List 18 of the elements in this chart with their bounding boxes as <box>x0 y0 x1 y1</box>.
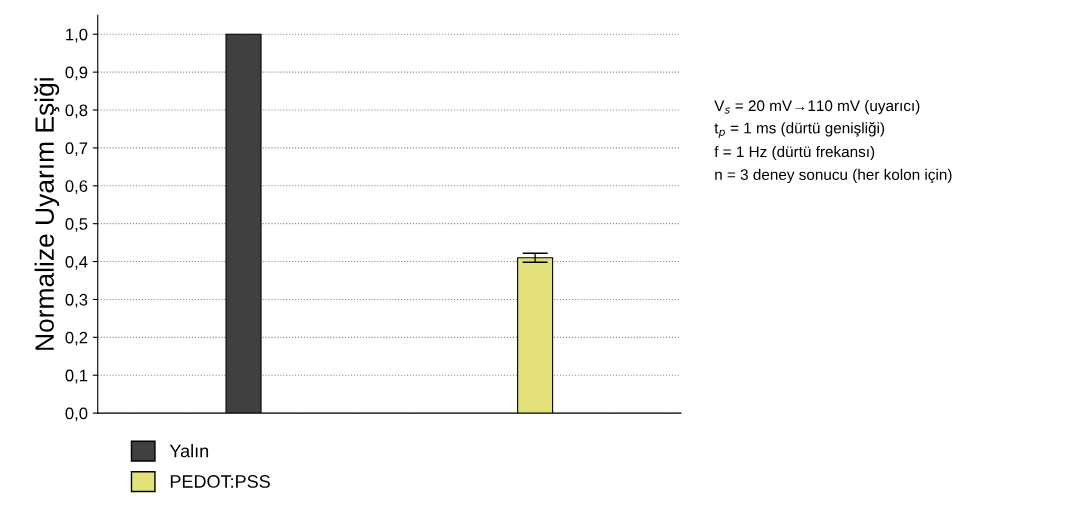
y-axis-title: Normalize Uyarım Eşiği <box>34 78 60 350</box>
legend-label: Yalın <box>169 444 209 458</box>
text: f = 1 Hz (dürtü frekansı) <box>714 145 875 161</box>
y-tick-label: 0,8 <box>65 104 88 119</box>
y-tick-label: 0,6 <box>65 180 88 194</box>
text: V$_{s}$ = 20 mV→110 mV (uyarıcı) <box>714 99 920 115</box>
y-tick-label: 0,0 <box>65 407 88 422</box>
legend-label: PEDOT:PSS <box>170 475 270 488</box>
text: n = 3 deney sonucu (her kolon için) <box>715 168 952 184</box>
text: t$_{p}$ = 1 ms (dürtü genişliği) <box>714 122 885 139</box>
y-tick-label: 0,3 <box>65 293 88 308</box>
y-tick-label: 1,0 <box>66 28 88 43</box>
y-tick-label: 0,4 <box>65 255 88 270</box>
y-tick-label: 0,2 <box>65 331 88 346</box>
y-tick-label: 0,5 <box>65 218 88 232</box>
y-tick-label: 0,7 <box>65 142 88 157</box>
y-tick-label: 0,1 <box>65 369 88 384</box>
y-tick-label: 0,9 <box>65 66 88 81</box>
